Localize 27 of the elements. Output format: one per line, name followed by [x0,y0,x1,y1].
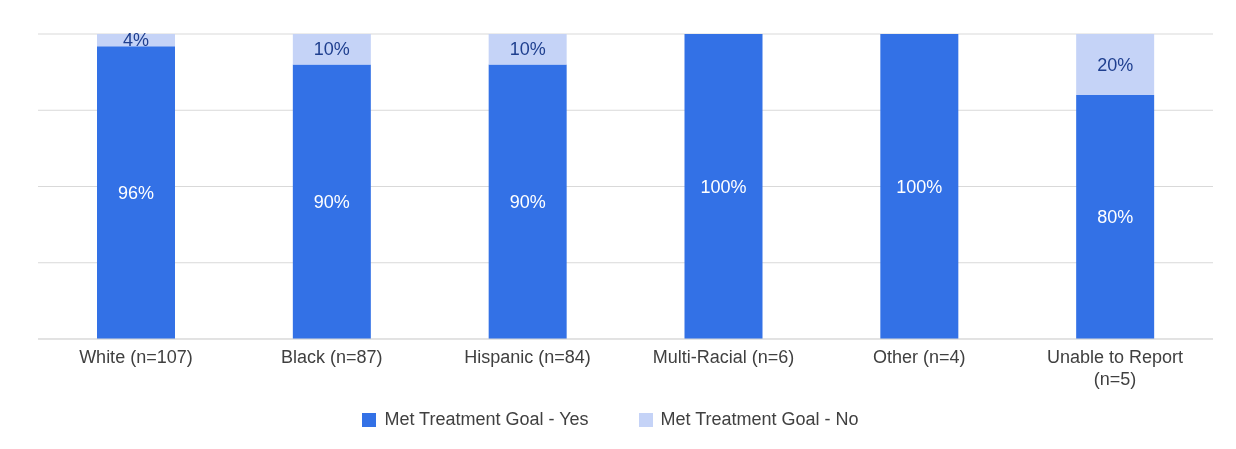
data-label: 90% [313,191,350,212]
x-tick-label: White (n=107) [79,347,193,367]
x-tick-label: Black (n=87) [280,347,383,367]
bar [292,64,371,339]
bar [1076,95,1155,339]
data-label: 96% [117,182,155,203]
legend-label: Met Treatment Goal - No [659,409,859,430]
bar [488,34,567,65]
data-label: 4% [122,30,150,51]
data-label: 10% [509,39,546,60]
data-label: 80% [1097,207,1134,227]
data-label: 90% [509,191,546,212]
bar [1076,34,1155,95]
legend-label: Met Treatment Goal - Yes [383,409,589,430]
data-label: 100% [700,176,747,197]
data-label: 10% [313,39,350,60]
bar [684,34,763,339]
bar [292,34,371,65]
bar [488,64,567,339]
data-label: 100% [896,176,943,197]
x-tick-label: Hispanic (n=84) [464,347,591,367]
x-tick-label: Unable to Report (n=5) [1047,347,1184,389]
bar [97,46,175,339]
data-label: 20% [1097,54,1134,75]
x-tick-label: Other (n=4) [872,347,966,367]
bar [880,34,959,339]
x-tick-label: Multi-Racial (n=6) [652,347,795,367]
